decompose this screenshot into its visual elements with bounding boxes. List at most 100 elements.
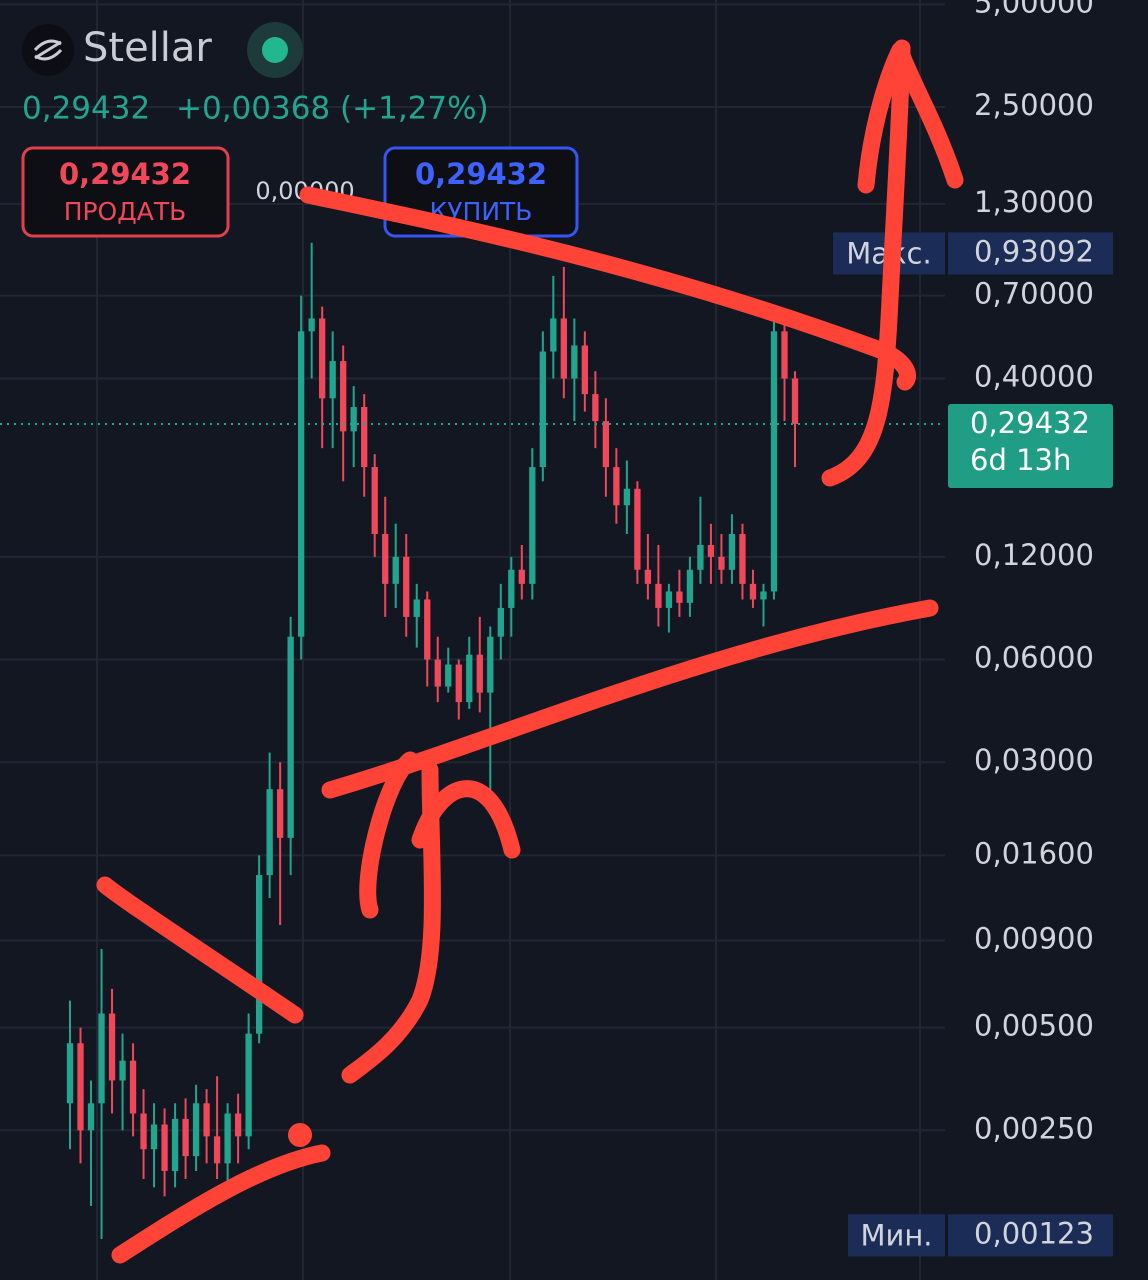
current-price-box [948,403,1113,488]
candle-body [550,318,557,352]
candle-body [108,1013,116,1081]
price-change: +0,00368 (+1,27%) [176,91,489,127]
current-price-label: 0,29432 [970,406,1090,440]
countdown: 6d 13h [970,443,1071,477]
sell-label[interactable]: ПРОДАТЬ [64,197,187,226]
candle-body [340,361,347,432]
candle-body [140,1113,147,1150]
sell-button[interactable]: 0,29432 ПРОДАТЬ [21,146,230,238]
price-axis: 5,00000 2,50000 1,30000 0,70000 0,40000 0,120… [0,0,1113,1257]
candle-body [655,583,662,608]
candle-body [760,591,767,600]
last-price: 0,29432 [22,91,150,127]
min-value-box [948,1214,1113,1257]
candle-body [371,467,378,535]
candle-body [203,1103,210,1137]
y-tick-label: 5,00000 [974,0,1094,19]
candle-body [403,556,410,617]
candle-body [192,1103,200,1157]
candle-body [308,318,315,332]
candle-body [382,534,389,584]
resistance-line [299,186,916,391]
buy-button[interactable]: 0,29432 КУПИТЬ [383,146,579,238]
sell-price[interactable]: 0,29432 [59,157,191,191]
candle-body [791,378,799,424]
candle-body [728,534,736,570]
candle-body [298,331,305,637]
y-tick-label: 0,12000 [974,538,1094,572]
max-value-box [948,232,1113,275]
candle-body [487,636,494,693]
y-tick-label: 0,06000 [974,641,1094,675]
candle-body [392,556,399,584]
candle-body [234,1113,242,1137]
candle-body [413,599,420,617]
min-value: 0,00123 [974,1216,1094,1250]
candle-body [581,345,589,395]
candle-body [707,545,715,557]
scribble-mark [359,751,521,919]
candle-body [497,607,504,637]
candle-body [613,467,620,506]
candle-body [87,1103,95,1131]
candle-body [466,654,473,703]
y-tick-label: 0,00500 [974,1009,1094,1043]
candle-body [424,599,431,660]
candle-body [739,534,746,584]
candle-body [98,1013,105,1104]
candle-body [329,361,336,399]
candle-body [361,407,368,468]
y-tick-label: 0,70000 [974,277,1094,311]
candles [66,242,799,1240]
candle-body [171,1118,179,1171]
candle-body [287,636,294,838]
y-tick-label: 0,01600 [974,836,1094,870]
candle-body [455,664,462,703]
y-tick-label: 0,00900 [974,922,1094,956]
candle-body [602,421,610,468]
candle-body [676,591,683,603]
candle-body [476,654,483,693]
candle-body [213,1136,221,1164]
sell-box[interactable] [21,146,230,238]
candle-body [150,1124,158,1150]
candle-body [781,331,788,379]
y-tick-label: 1,30000 [974,185,1094,219]
candle-body [560,318,567,379]
candle-body [129,1060,137,1114]
status-dot [262,37,288,63]
hand-drawing [96,39,964,1264]
slash-stroke [96,876,304,1024]
candle-body [119,1060,126,1081]
candle-body [77,1043,84,1131]
arrow-head [857,41,964,194]
min-name-box [848,1214,945,1257]
base-dot [288,1123,312,1147]
candle-body [255,875,263,1034]
candle-body [276,789,284,838]
candle-body [508,569,515,608]
y-tick-label: 0,40000 [974,360,1094,394]
candle-body [245,1033,252,1137]
symbol-name: Stellar [83,25,212,71]
buy-price[interactable]: 0,29432 [415,157,547,191]
candle-body [697,545,704,570]
candle-body [634,488,641,570]
candle-body [182,1118,189,1157]
scribble-stroke [341,761,441,1084]
candle-body [749,583,757,600]
candle-body [319,318,326,399]
min-name: Мин. [860,1218,932,1252]
candle-body [66,1043,74,1104]
y-tick-label: 0,00250 [974,1111,1094,1145]
candle-body [224,1113,231,1164]
candle-body [665,591,673,608]
candle-body [266,789,273,876]
candle-body [350,407,357,432]
candle-body [686,569,694,603]
candle-body [445,664,452,687]
candle-body [539,351,546,468]
candle-body [571,345,578,379]
y-tick-label: 0,03000 [974,743,1094,777]
